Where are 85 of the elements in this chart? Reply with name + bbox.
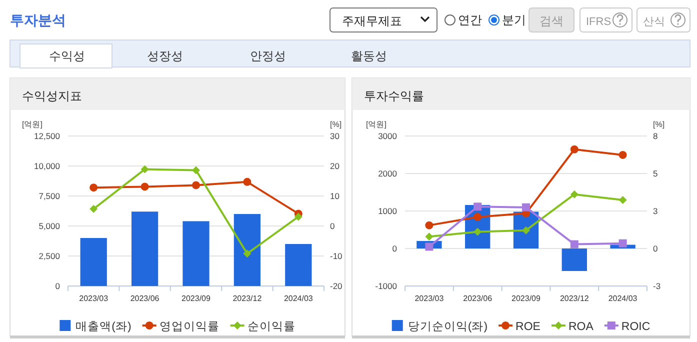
bar [285, 244, 312, 286]
point [474, 213, 482, 221]
legend-label: 영업이익률 [159, 321, 220, 333]
legend-label: ROA [568, 321, 594, 333]
y-tick-label: 12,500 [34, 131, 60, 141]
y-tick-label: 0 [55, 281, 60, 291]
y2-tick-label: 0 [653, 244, 658, 254]
point [425, 232, 434, 241]
y-tick-label: -1000 [375, 281, 398, 291]
point [570, 240, 578, 248]
bar [131, 212, 158, 286]
text: 연간 [458, 13, 482, 27]
y-axis-title: [억원] [366, 120, 386, 129]
point [570, 190, 578, 198]
text: 분기 [502, 13, 526, 27]
point [425, 242, 434, 251]
y2-tick-label: 10 [330, 191, 340, 201]
x-tick-label: 2024/03 [608, 294, 638, 303]
legend-label: 매출액(좌) [76, 320, 132, 333]
chart-title: 투자수익률 [364, 89, 424, 103]
point [522, 203, 530, 212]
x-tick-label: 2024/03 [284, 294, 314, 303]
x-tick-label: 2023/03 [414, 294, 444, 303]
point [570, 145, 578, 154]
point [474, 202, 482, 211]
text: 안정성 [250, 49, 286, 63]
bar [234, 214, 261, 286]
point [474, 228, 482, 236]
text: 수익성 [49, 49, 85, 63]
point [140, 165, 149, 174]
y2-tick-label: 30 [330, 131, 340, 141]
point [192, 181, 200, 190]
y2-tick-label: -10 [330, 251, 343, 261]
text: 성장성 [147, 49, 183, 63]
point [522, 226, 530, 234]
y-tick-label: 10,000 [34, 161, 60, 171]
text: 활동성 [351, 49, 387, 63]
y-tick-label: 7,500 [38, 191, 60, 201]
y-tick-label: 3000 [378, 131, 398, 141]
y2-tick-label: 0 [330, 221, 335, 231]
y2-tick-label: 8 [653, 131, 658, 141]
y-axis-title: [억원] [22, 120, 42, 129]
y2-axis-title: [%] [330, 120, 342, 129]
legend-label: 당기순이익(좌) [408, 321, 488, 333]
point [243, 250, 252, 258]
text: 검색 [540, 14, 564, 28]
chart-title: 수익성지표 [22, 89, 82, 103]
legend-label: ROE [516, 321, 541, 333]
bar [80, 238, 107, 286]
y-tick-label: 5,000 [38, 221, 60, 231]
point [294, 212, 302, 221]
y2-tick-label: 20 [330, 161, 340, 171]
text: IFRS [586, 16, 612, 28]
point [618, 239, 627, 248]
legend-label: 순이익률 [247, 321, 296, 333]
point [90, 204, 98, 213]
x-tick-label: 2023/06 [463, 294, 493, 303]
y-tick-label: 2000 [378, 168, 398, 178]
point [425, 221, 434, 230]
point [90, 184, 98, 192]
x-tick-label: 2023/09 [182, 294, 212, 303]
bar [182, 221, 210, 286]
y-tick-label: 0 [392, 244, 398, 254]
point [243, 178, 252, 186]
point [140, 182, 149, 191]
x-tick-label: 2023/12 [560, 294, 590, 303]
y2-tick-label: 3 [653, 206, 658, 216]
x-tick-label: 2023/06 [130, 294, 160, 303]
x-tick-label: 2023/12 [232, 294, 262, 303]
text: 주재무제표 [342, 14, 402, 28]
y2-tick-label: 5 [653, 168, 658, 178]
y2-tick-label: -20 [330, 281, 343, 291]
bar [562, 248, 587, 271]
y-tick-label: 1000 [378, 206, 398, 216]
y2-tick-label: -3 [653, 281, 661, 291]
point [618, 150, 627, 159]
y-tick-label: 2,500 [38, 251, 60, 261]
point [192, 166, 200, 174]
y2-axis-title: [%] [653, 120, 665, 129]
legend-label: ROIC [621, 321, 650, 333]
text: 투자분석 [10, 12, 66, 28]
x-tick-label: 2023/09 [512, 294, 542, 303]
text: 산식 [643, 16, 665, 28]
x-tick-label: 2023/03 [79, 294, 109, 303]
point [618, 196, 627, 204]
